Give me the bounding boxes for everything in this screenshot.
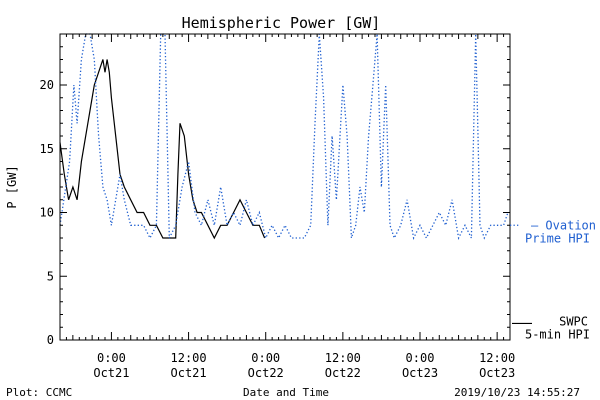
x-axis-label: Date and Time — [243, 386, 329, 399]
x-tick-label: 12:00 — [479, 351, 515, 365]
series-layer — [59, 33, 509, 241]
plot-timestamp: 2019/10/23 14:55:27 — [454, 386, 580, 399]
x-tick-sublabel: Oct22 — [248, 366, 284, 380]
y-axis-label: P [GW] — [5, 165, 19, 208]
x-tick-label: 0:00 — [406, 351, 435, 365]
y-tick-label: 10 — [40, 206, 54, 220]
plot-credit: Plot: CCMC — [6, 386, 72, 399]
y-tick-label: 5 — [47, 269, 54, 283]
x-tick-sublabel: Oct23 — [479, 366, 515, 380]
y-tick-label: 20 — [40, 78, 54, 92]
plot-frame — [59, 33, 511, 341]
x-tick-sublabel: Oct22 — [325, 366, 361, 380]
y-axis: 0 5 10 15 20 — [40, 33, 510, 347]
legend-swpc-label: SWPC — [559, 314, 588, 328]
chart-title: Hemispheric Power [GW] — [182, 14, 381, 32]
y-tick-label: 15 — [40, 142, 54, 156]
series-line-0 — [59, 59, 266, 240]
x-axis: 0:00Oct2112:00Oct210:00Oct2212:00Oct220:… — [59, 34, 515, 380]
x-tick-sublabel: Oct23 — [402, 366, 438, 380]
series-line-1 — [59, 33, 509, 241]
x-tick-label: 12:00 — [171, 351, 207, 365]
x-tick-label: 0:00 — [97, 351, 126, 365]
legend-ovation-label-2: Prime HPI — [525, 231, 590, 245]
x-tick-label: 0:00 — [251, 351, 280, 365]
x-tick-label: 12:00 — [325, 351, 361, 365]
plot-area — [59, 33, 511, 341]
y-tick-label: 0 — [47, 333, 54, 347]
x-tick-sublabel: Oct21 — [171, 366, 207, 380]
legend-ovation-label: – Ovation — [531, 218, 596, 232]
x-tick-sublabel: Oct21 — [93, 366, 129, 380]
legend-swpc-label-2: 5-min HPI — [525, 327, 590, 341]
